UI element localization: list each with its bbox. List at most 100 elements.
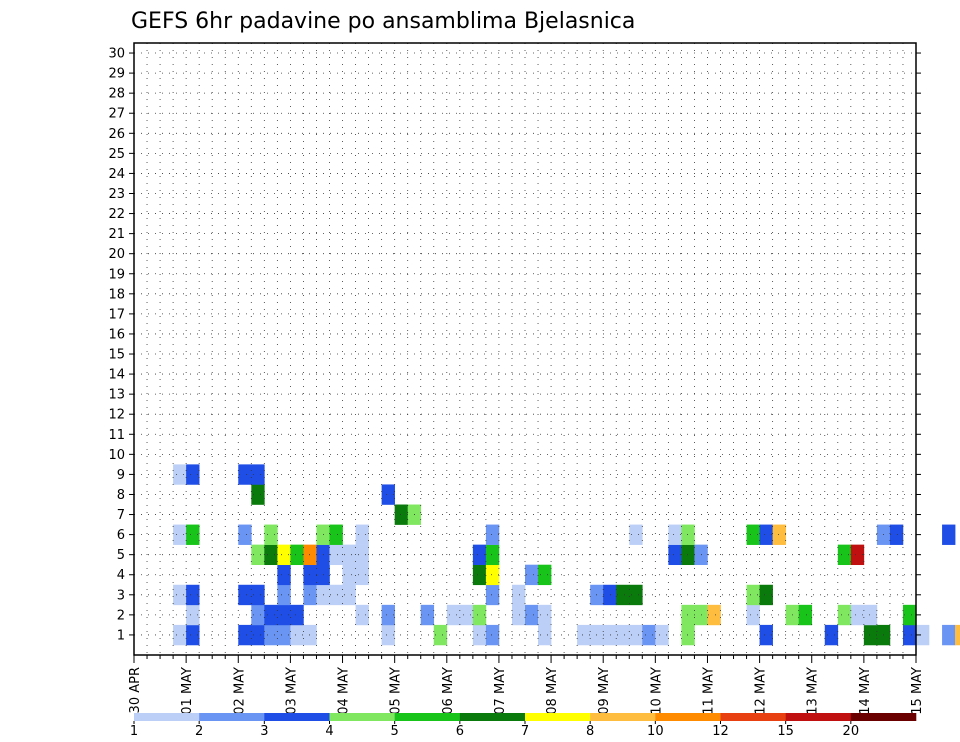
heatmap-cell bbox=[837, 544, 852, 566]
heatmap-cell bbox=[759, 624, 773, 646]
heatmap-cell bbox=[746, 584, 760, 606]
heatmap-cell bbox=[238, 524, 252, 545]
heatmap-cell bbox=[472, 604, 487, 626]
heatmap-cell bbox=[264, 624, 278, 646]
colorbar-label: 15 bbox=[777, 724, 794, 739]
heatmap-cell bbox=[902, 624, 917, 646]
heatmap-cell bbox=[238, 624, 252, 646]
heatmap-cell bbox=[603, 624, 617, 646]
heatmap-cell bbox=[186, 524, 200, 545]
colorbar-swatch bbox=[720, 713, 786, 721]
colorbar-label: 1 bbox=[130, 724, 138, 739]
heatmap-cell bbox=[355, 544, 369, 566]
heatmap-cell bbox=[472, 544, 487, 566]
heatmap-cell bbox=[329, 584, 343, 606]
x-tick-label: 06 MAY bbox=[441, 667, 456, 715]
y-tick-label: 10 bbox=[108, 448, 125, 463]
colorbar-label: 7 bbox=[521, 724, 529, 739]
heatmap-cell bbox=[525, 604, 539, 626]
heatmap-cell bbox=[303, 624, 317, 646]
colorbar-label: 6 bbox=[456, 724, 464, 739]
y-tick-label: 3 bbox=[117, 588, 125, 603]
heatmap-cell bbox=[277, 584, 291, 606]
heatmap-cell bbox=[746, 604, 760, 626]
heatmap-cell bbox=[798, 604, 813, 626]
heatmap-cell bbox=[186, 624, 200, 646]
heatmap-cell bbox=[837, 604, 852, 626]
y-tick-label: 1 bbox=[117, 628, 125, 643]
y-tick-label: 7 bbox=[117, 508, 125, 523]
colorbar-label: 2 bbox=[195, 724, 203, 739]
heatmap-cell bbox=[538, 604, 552, 626]
heatmap-cell bbox=[355, 524, 369, 545]
heatmap-cell bbox=[538, 624, 552, 646]
colorbar-label: 4 bbox=[325, 724, 333, 739]
x-tick-label: 05 MAY bbox=[389, 667, 404, 715]
y-tick-label: 6 bbox=[117, 528, 125, 543]
heatmap-cell bbox=[303, 564, 317, 586]
y-tick-label: 27 bbox=[108, 107, 125, 122]
heatmap-cell bbox=[381, 624, 395, 646]
x-tick-label: 14 MAY bbox=[858, 667, 873, 715]
heatmap-cell bbox=[655, 624, 669, 646]
heatmap-cell bbox=[707, 604, 721, 626]
x-tick-label: 01 MAY bbox=[180, 667, 195, 715]
x-tick-label: 30 APR bbox=[128, 667, 143, 713]
heatmap-cell bbox=[668, 524, 682, 545]
x-tick-label: 15 MAY bbox=[910, 667, 925, 715]
y-tick-label: 17 bbox=[108, 307, 125, 322]
x-tick-label: 03 MAY bbox=[284, 667, 299, 715]
colorbar-swatch bbox=[850, 713, 917, 721]
colorbar-swatch bbox=[199, 713, 265, 721]
heatmap-cell bbox=[746, 524, 760, 545]
heatmap-cell bbox=[668, 544, 682, 566]
heatmap-cell bbox=[173, 464, 187, 485]
heatmap-cell bbox=[277, 624, 291, 646]
x-tick-label: 13 MAY bbox=[806, 667, 821, 715]
heatmap-cell bbox=[355, 564, 369, 586]
heatmap-cell bbox=[290, 624, 304, 646]
heatmap-cell bbox=[942, 624, 956, 646]
y-tick-label: 2 bbox=[117, 608, 125, 623]
x-axis: 30 APR 01 MAY 02 MAY 03 MAY 04 MAY 05 MAY 06 M… bbox=[128, 655, 925, 715]
heatmap-cell bbox=[251, 544, 265, 566]
heatmap-cells bbox=[173, 464, 960, 646]
heatmap-cell bbox=[511, 584, 526, 606]
y-tick-label: 22 bbox=[108, 207, 125, 222]
heatmap-cell bbox=[251, 484, 265, 505]
heatmap-cell bbox=[681, 624, 695, 646]
y-tick-label: 9 bbox=[117, 468, 125, 483]
x-tick-label: 04 MAY bbox=[337, 667, 352, 715]
heatmap-cell bbox=[916, 624, 930, 646]
heatmap-cell bbox=[277, 544, 291, 566]
heatmap-cell bbox=[303, 584, 317, 606]
heatmap-cell bbox=[173, 584, 187, 606]
heatmap-cell bbox=[277, 604, 291, 626]
heatmap-cell bbox=[303, 544, 317, 566]
heatmap-cell bbox=[681, 604, 695, 626]
y-tick-label: 16 bbox=[108, 327, 125, 342]
heatmap-cell bbox=[824, 624, 839, 646]
colorbar-swatch bbox=[134, 713, 200, 721]
colorbar-label: 3 bbox=[260, 724, 268, 739]
heatmap-cell bbox=[277, 564, 291, 586]
heatmap-cell bbox=[629, 624, 643, 646]
heatmap-cell bbox=[342, 584, 356, 606]
heatmap-cell bbox=[251, 584, 265, 606]
heatmap-cell bbox=[629, 524, 643, 545]
heatmap-cell bbox=[772, 524, 786, 545]
x-tick-label: 09 MAY bbox=[597, 667, 612, 715]
colorbar-label: 5 bbox=[391, 724, 399, 739]
heatmap-cell bbox=[955, 624, 960, 646]
heatmap-cell bbox=[889, 524, 904, 545]
heatmap-cell bbox=[251, 604, 265, 626]
x-tick-label: 12 MAY bbox=[754, 667, 769, 715]
heatmap-cell bbox=[511, 604, 526, 626]
heatmap-cell bbox=[850, 604, 865, 626]
y-tick-label: 15 bbox=[108, 348, 125, 363]
x-tick-label: 02 MAY bbox=[232, 667, 247, 715]
heatmap-cell bbox=[264, 524, 278, 545]
colorbar-label: 12 bbox=[712, 724, 729, 739]
y-tick-label: 14 bbox=[108, 368, 125, 383]
heatmap-cell bbox=[472, 624, 487, 646]
